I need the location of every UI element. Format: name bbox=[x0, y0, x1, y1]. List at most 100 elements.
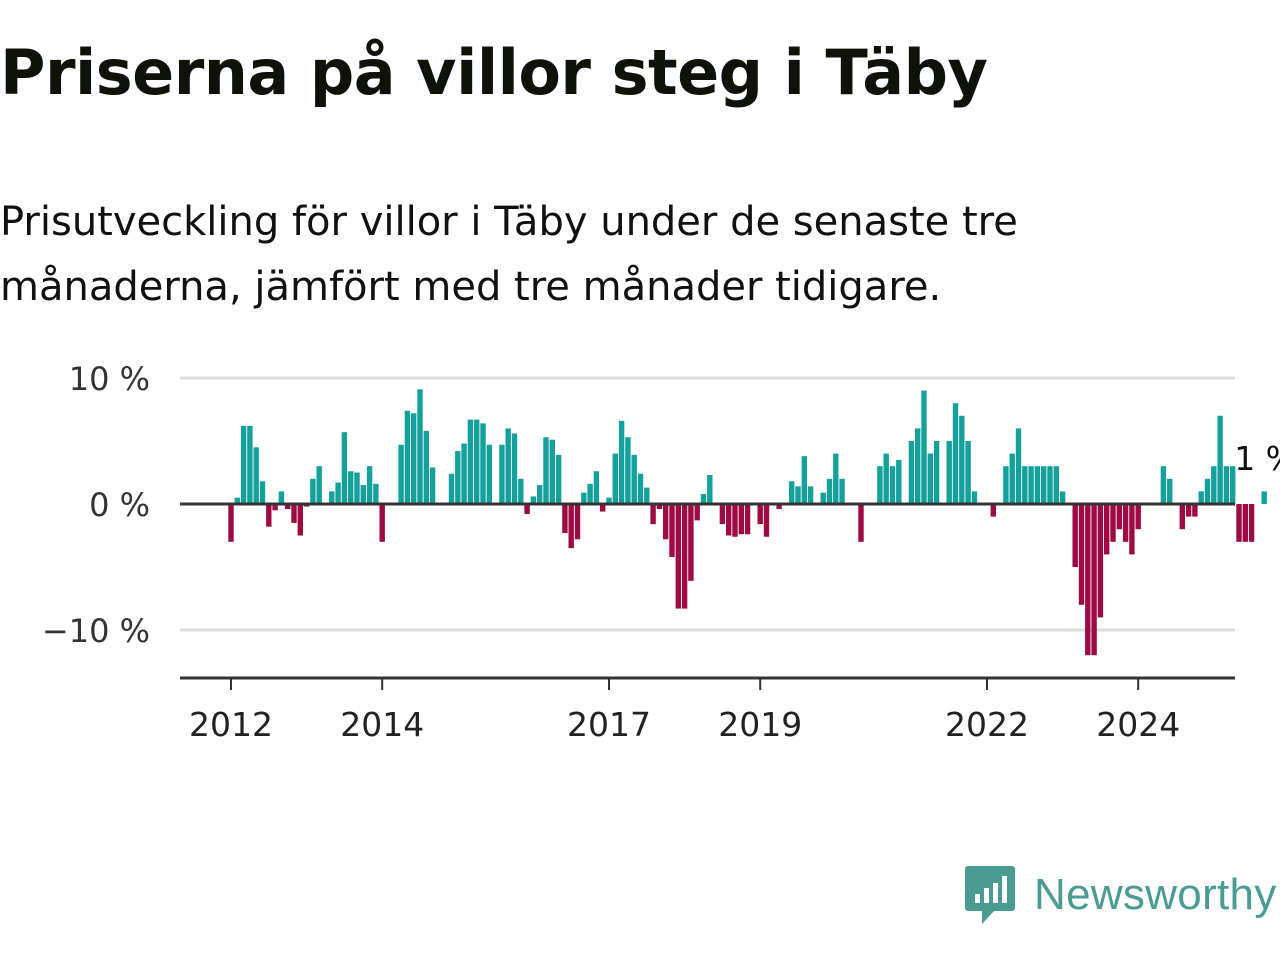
bar[interactable] bbox=[285, 504, 291, 510]
bar[interactable] bbox=[1129, 504, 1135, 555]
bar[interactable] bbox=[700, 493, 707, 504]
bar[interactable] bbox=[581, 492, 587, 504]
bar[interactable] bbox=[889, 466, 896, 504]
bar[interactable] bbox=[448, 473, 455, 504]
bar[interactable] bbox=[877, 466, 883, 504]
bar[interactable] bbox=[404, 410, 411, 504]
bar[interactable] bbox=[681, 504, 688, 609]
bar[interactable] bbox=[820, 492, 826, 504]
bar[interactable] bbox=[291, 504, 297, 523]
bar[interactable] bbox=[719, 504, 726, 525]
bar[interactable] bbox=[1028, 466, 1034, 504]
bar[interactable] bbox=[297, 504, 303, 536]
bar[interactable] bbox=[732, 504, 738, 537]
bar[interactable] bbox=[1116, 504, 1122, 530]
bar[interactable] bbox=[423, 430, 429, 504]
bar[interactable] bbox=[316, 466, 322, 504]
bar[interactable] bbox=[1053, 466, 1059, 504]
bar[interactable] bbox=[656, 504, 663, 510]
bar[interactable] bbox=[637, 473, 644, 504]
bar[interactable] bbox=[1078, 504, 1085, 605]
bar[interactable] bbox=[1248, 504, 1255, 542]
bar[interactable] bbox=[795, 486, 801, 504]
bar[interactable] bbox=[1072, 504, 1078, 567]
bar[interactable] bbox=[606, 497, 612, 504]
bar[interactable] bbox=[965, 441, 971, 504]
bar[interactable] bbox=[272, 504, 278, 511]
bar[interactable] bbox=[278, 491, 285, 504]
bar[interactable] bbox=[1179, 504, 1185, 530]
bar[interactable] bbox=[253, 447, 259, 504]
bar[interactable] bbox=[1047, 466, 1053, 504]
bar[interactable] bbox=[1198, 491, 1204, 504]
bar[interactable] bbox=[411, 413, 417, 504]
bar[interactable] bbox=[467, 419, 474, 504]
bar[interactable] bbox=[921, 390, 927, 504]
bar[interactable] bbox=[398, 444, 404, 504]
bar[interactable] bbox=[669, 504, 675, 557]
bar[interactable] bbox=[763, 504, 770, 537]
bar[interactable] bbox=[663, 504, 669, 540]
bar[interactable] bbox=[707, 475, 713, 504]
bar[interactable] bbox=[883, 453, 889, 504]
bar[interactable] bbox=[486, 444, 492, 504]
bar[interactable] bbox=[1185, 504, 1192, 517]
bar[interactable] bbox=[625, 437, 631, 504]
bar[interactable] bbox=[1110, 504, 1116, 542]
bar[interactable] bbox=[461, 443, 467, 504]
bar[interactable] bbox=[354, 472, 360, 505]
bar[interactable] bbox=[990, 504, 996, 517]
bar[interactable] bbox=[650, 504, 656, 525]
bar[interactable] bbox=[858, 504, 864, 542]
bar[interactable] bbox=[1003, 466, 1009, 504]
bar[interactable] bbox=[549, 439, 555, 504]
bar[interactable] bbox=[1015, 428, 1022, 504]
bar[interactable] bbox=[417, 389, 423, 504]
bar[interactable] bbox=[933, 441, 940, 504]
bar[interactable] bbox=[593, 471, 600, 504]
bar[interactable] bbox=[259, 481, 266, 504]
bar[interactable] bbox=[1242, 504, 1248, 542]
bar[interactable] bbox=[429, 467, 436, 504]
bar[interactable] bbox=[1104, 504, 1110, 555]
bar[interactable] bbox=[776, 504, 782, 510]
bar[interactable] bbox=[329, 491, 335, 504]
bar[interactable] bbox=[1217, 415, 1223, 504]
bar[interactable] bbox=[348, 471, 354, 504]
bar[interactable] bbox=[530, 496, 537, 504]
bar[interactable] bbox=[1034, 466, 1041, 504]
bar[interactable] bbox=[455, 451, 461, 504]
bar[interactable] bbox=[744, 504, 751, 535]
bar[interactable] bbox=[757, 504, 763, 525]
bar[interactable] bbox=[959, 415, 965, 504]
bar[interactable] bbox=[1022, 466, 1028, 504]
bar[interactable] bbox=[600, 504, 606, 512]
bar[interactable] bbox=[379, 504, 385, 542]
bar[interactable] bbox=[1160, 466, 1167, 504]
bar[interactable] bbox=[833, 453, 839, 504]
bar[interactable] bbox=[1135, 504, 1141, 530]
bar[interactable] bbox=[644, 487, 650, 504]
bar[interactable] bbox=[1192, 504, 1198, 517]
bar[interactable] bbox=[612, 453, 618, 504]
bar[interactable] bbox=[1230, 466, 1236, 504]
bar[interactable] bbox=[366, 466, 373, 504]
bar[interactable] bbox=[688, 504, 694, 581]
bar[interactable] bbox=[631, 454, 637, 504]
bar[interactable] bbox=[1085, 504, 1091, 656]
bar[interactable] bbox=[1097, 504, 1104, 618]
bar[interactable] bbox=[266, 504, 272, 527]
bar[interactable] bbox=[1091, 504, 1097, 656]
bar[interactable] bbox=[789, 481, 795, 504]
bar[interactable] bbox=[694, 504, 700, 521]
bar[interactable] bbox=[807, 486, 814, 504]
bar[interactable] bbox=[946, 441, 952, 504]
bar[interactable] bbox=[801, 456, 807, 504]
bar[interactable] bbox=[537, 485, 543, 504]
bar[interactable] bbox=[1211, 466, 1217, 504]
bar[interactable] bbox=[1204, 478, 1211, 504]
bar[interactable] bbox=[826, 478, 833, 504]
bar[interactable] bbox=[360, 485, 366, 504]
bar[interactable] bbox=[247, 425, 253, 504]
bar[interactable] bbox=[1009, 453, 1015, 504]
